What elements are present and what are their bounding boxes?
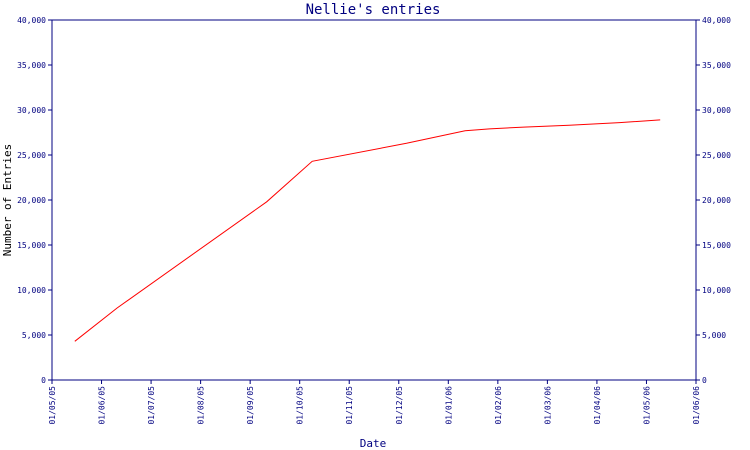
y-tick-label-right: 5,000 bbox=[702, 331, 726, 340]
x-axis-label: Date bbox=[360, 437, 387, 450]
y-tick-label-right: 0 bbox=[702, 376, 707, 385]
x-tick-label: 01/02/06 bbox=[494, 386, 503, 425]
chart-title: Nellie's entries bbox=[306, 2, 441, 18]
y-tick-label-left: 0 bbox=[41, 376, 46, 385]
x-tick-label: 01/05/06 bbox=[642, 386, 651, 425]
y-tick-label-right: 10,000 bbox=[702, 286, 731, 295]
plot-area bbox=[51, 19, 697, 381]
x-tick-label: 01/12/05 bbox=[395, 386, 404, 425]
y-tick-label-right: 25,000 bbox=[702, 151, 731, 160]
series-line bbox=[74, 119, 661, 342]
y-tick-label-left: 20,000 bbox=[17, 196, 46, 205]
x-tick-label: 01/06/06 bbox=[692, 386, 701, 425]
series-layer bbox=[74, 119, 661, 342]
y-tick-label-left: 5,000 bbox=[22, 331, 46, 340]
x-tick-label: 01/04/06 bbox=[593, 386, 602, 425]
x-axis: 01/05/05 01/06/05 01/07/05 01/08/05 01/09/05… bbox=[48, 380, 701, 425]
x-tick-label: 01/05/05 bbox=[48, 386, 57, 425]
y-axis-left: 0 5,000 10,000 15,000 20,000 25,000 30,000 35,0… bbox=[17, 16, 52, 385]
y-tick-label-left: 40,000 bbox=[17, 16, 46, 25]
y-tick-label-left: 15,000 bbox=[17, 241, 46, 250]
y-tick-label-right: 15,000 bbox=[702, 241, 731, 250]
x-tick-label: 01/08/05 bbox=[197, 386, 206, 425]
y-axis-label: Number of Entries bbox=[1, 144, 14, 257]
y-axis-right: 0 5,000 10,000 15,000 20,000 25,000 30,000 35,0… bbox=[696, 16, 731, 385]
y-tick-label-left: 10,000 bbox=[17, 286, 46, 295]
y-tick-label-right: 35,000 bbox=[702, 61, 731, 70]
y-tick-label-right: 40,000 bbox=[702, 16, 731, 25]
y-tick-label-right: 20,000 bbox=[702, 196, 731, 205]
x-tick-label: 01/10/05 bbox=[296, 386, 305, 425]
y-tick-label-right: 30,000 bbox=[702, 106, 731, 115]
y-tick-label-left: 25,000 bbox=[17, 151, 46, 160]
x-tick-label: 01/03/06 bbox=[543, 386, 552, 425]
x-tick-label: 01/11/05 bbox=[345, 386, 354, 425]
x-tick-label: 01/06/05 bbox=[98, 386, 107, 425]
x-tick-label: 01/01/06 bbox=[444, 386, 453, 425]
x-tick-label: 01/09/05 bbox=[246, 386, 255, 425]
y-tick-label-left: 35,000 bbox=[17, 61, 46, 70]
x-tick-label: 01/07/05 bbox=[147, 386, 156, 425]
y-tick-label-left: 30,000 bbox=[17, 106, 46, 115]
